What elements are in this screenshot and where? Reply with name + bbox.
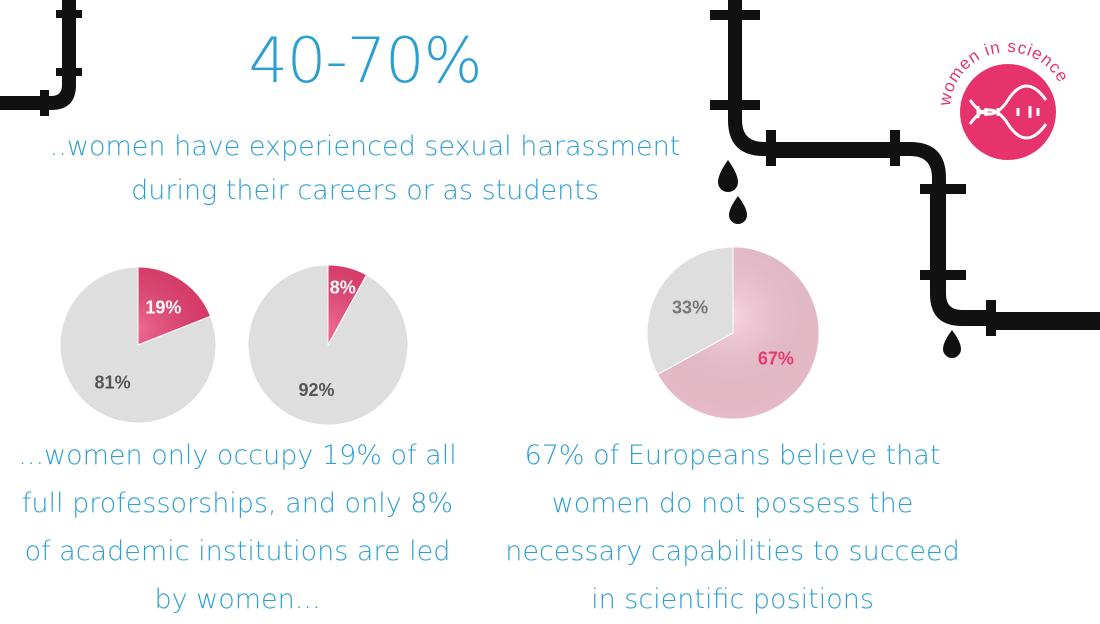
pie-slice-33	[646, 246, 734, 376]
pie-label-81: 81%	[95, 372, 131, 392]
headline-description: ..women have experienced sexual harassme…	[49, 131, 681, 206]
pie-slice-92	[247, 264, 409, 426]
dna-icon	[968, 84, 1048, 140]
logo-circle	[960, 64, 1056, 160]
pie-slice-81	[59, 266, 217, 424]
pie-label-92: 92%	[298, 380, 334, 400]
pie-label-19: 19%	[145, 298, 181, 318]
pie-chart-professorships: 19% 81%	[59, 266, 217, 424]
pie-label-8: 8%	[330, 278, 356, 298]
women-in-science-logo: women in science	[935, 37, 1072, 160]
caption-europeans-belief: 67% of Europeans believe that women do n…	[505, 440, 960, 615]
pie-chart-europeans-belief: 67% 33%	[646, 246, 820, 420]
pie-chart-institutions: 8% 92%	[247, 264, 409, 426]
pie-label-67: 67%	[758, 348, 794, 368]
caption-professorships: ...women only occupy 19% of all full pro…	[18, 440, 457, 615]
pie-label-33: 33%	[672, 298, 708, 318]
headline-stat: 40-70%	[248, 24, 482, 97]
